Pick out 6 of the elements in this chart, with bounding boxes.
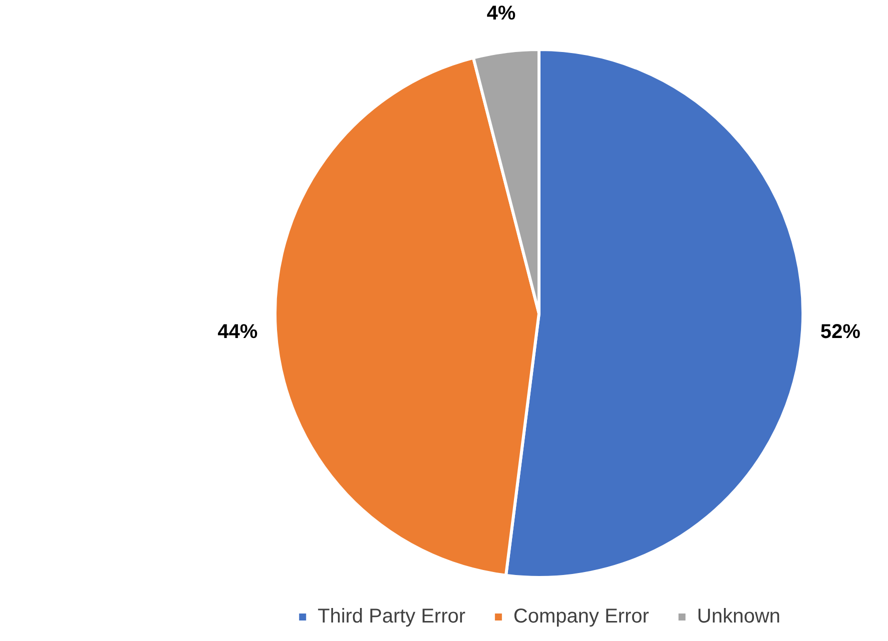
data-label: 4% xyxy=(486,2,516,24)
legend-label: Company Error xyxy=(513,606,650,628)
data-label: 52% xyxy=(820,320,861,343)
legend-label: Unknown xyxy=(697,606,780,628)
data-label: 44% xyxy=(218,320,258,343)
legend-label: Third Party Error xyxy=(318,606,466,628)
